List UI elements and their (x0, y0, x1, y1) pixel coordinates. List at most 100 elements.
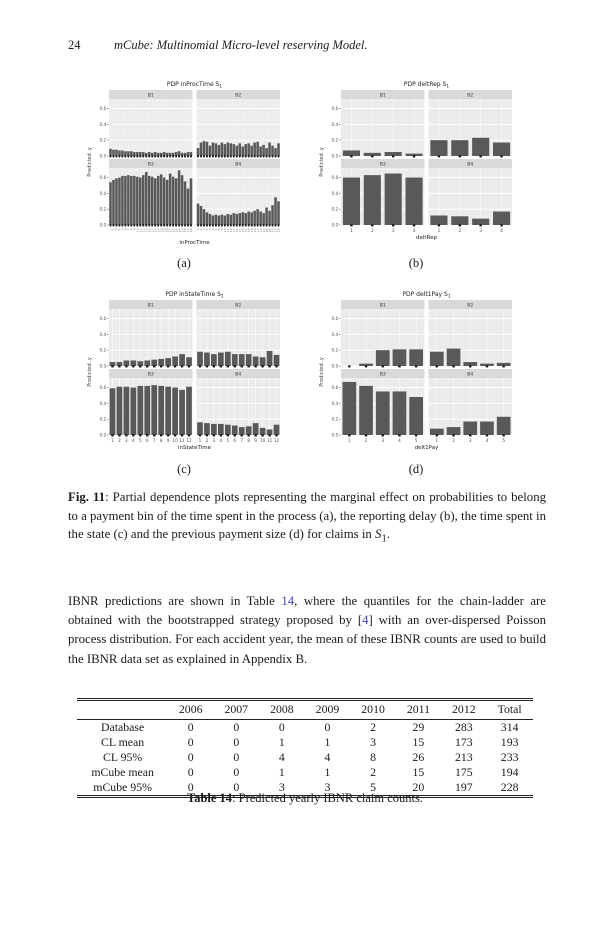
svg-text:14: 14 (235, 228, 239, 232)
ibnr-table-head: 2006 2007 2008 2009 2010 2011 2012 Total (77, 699, 533, 720)
pdp-chart-inproctime: PDP inProcTime S1 Predicted .y B1 0.0 0.2 0.4… (86, 78, 282, 250)
svg-text:9: 9 (133, 228, 137, 230)
svg-text:1: 1 (350, 228, 353, 233)
svg-text:25: 25 (268, 228, 272, 232)
svg-text:26: 26 (271, 228, 275, 232)
table-cell: 1 (278, 765, 285, 779)
svg-text:3: 3 (125, 438, 128, 443)
svg-text:24: 24 (265, 228, 269, 232)
subfigure-label-a: (a) (177, 256, 191, 270)
svg-text:0.6: 0.6 (100, 385, 107, 390)
table-header-cell: 2006 (167, 699, 214, 720)
svg-text:17: 17 (244, 228, 248, 232)
svg-text:8: 8 (160, 438, 163, 443)
svg-text:6: 6 (233, 438, 236, 443)
table-cell: 15 (412, 735, 425, 749)
svg-text:7: 7 (127, 228, 131, 230)
svg-text:4: 4 (205, 228, 209, 230)
running-header: 24 mCube: Multinomial Micro-level reservi… (68, 38, 546, 53)
figure-caption-text: : Partial dependence plots representing … (68, 490, 546, 542)
svg-text:0.2: 0.2 (100, 138, 107, 143)
svg-text:0.4: 0.4 (332, 401, 339, 406)
svg-text:B1: B1 (148, 92, 154, 98)
svg-text:B3: B3 (148, 161, 154, 167)
table-cell: 2 (370, 720, 377, 734)
svg-text:B1: B1 (380, 302, 386, 308)
table-cell: 4 (324, 750, 331, 764)
svg-text:13: 13 (144, 228, 148, 232)
svg-text:17: 17 (156, 228, 160, 232)
svg-text:B3: B3 (380, 371, 386, 377)
pdp-plot-svg: PDP inProcTime S1 Predicted .y B1 0.0 0.2 0.4… (87, 81, 281, 246)
svg-text:4: 4 (398, 438, 401, 443)
table-cell: 228 (500, 780, 519, 794)
svg-text:4: 4 (500, 228, 503, 233)
svg-text:9: 9 (254, 438, 257, 443)
table-cell: 2 (370, 765, 377, 779)
svg-text:2: 2 (118, 438, 121, 443)
svg-text:13: 13 (232, 228, 236, 232)
table-cell: 0 (233, 735, 240, 749)
svg-text:B3: B3 (380, 161, 386, 167)
table-14-ref[interactable]: 14 (281, 594, 295, 608)
svg-text:3: 3 (469, 438, 472, 443)
svg-text:B3: B3 (148, 371, 154, 377)
table-cell: 15 (412, 765, 425, 779)
table-cell: 175 (454, 765, 473, 779)
svg-text:0.4: 0.4 (100, 191, 107, 196)
table-header-cell: 2009 (304, 699, 351, 720)
svg-text:4: 4 (413, 228, 416, 233)
svg-text:4: 4 (486, 438, 489, 443)
svg-text:0.2: 0.2 (100, 348, 107, 353)
svg-text:18: 18 (247, 228, 251, 232)
svg-text:0.4: 0.4 (332, 332, 339, 337)
svg-text:0.6: 0.6 (332, 175, 339, 180)
svg-text:10: 10 (136, 228, 140, 232)
table-cell: 1 (324, 735, 331, 749)
table-header-row: 2006 2007 2008 2009 2010 2011 2012 Total (77, 699, 533, 720)
svg-text:10: 10 (172, 438, 178, 443)
svg-text:0.4: 0.4 (100, 122, 107, 127)
svg-text:B1: B1 (148, 302, 154, 308)
svg-text:15: 15 (238, 228, 242, 232)
table-header-cell: 2008 (259, 699, 305, 720)
table-row-label: CL mean (101, 735, 145, 749)
svg-text:10: 10 (223, 228, 227, 232)
svg-text:0.6: 0.6 (100, 106, 107, 111)
svg-text:0.6: 0.6 (332, 106, 339, 111)
svg-text:0.0: 0.0 (332, 433, 339, 438)
svg-text:Predicted .y: Predicted .y (319, 357, 325, 387)
figure-caption: Fig. 11: Partial dependence plots repres… (68, 490, 546, 545)
svg-text:24: 24 (177, 228, 181, 232)
svg-text:6: 6 (211, 228, 215, 230)
table-row: mCube mean 0 0 1 1 2 15 175 194 (77, 765, 532, 780)
svg-text:5: 5 (121, 228, 125, 230)
ibnr-table-body: Database 0 0 0 0 2 29 283 314 CL mean 0 0 1 1 3 15 173 19… (77, 720, 532, 797)
svg-text:12: 12 (229, 228, 233, 232)
svg-text:deltRep: deltRep (416, 235, 438, 241)
svg-text:0.0: 0.0 (332, 364, 339, 369)
svg-text:4: 4 (132, 438, 135, 443)
svg-text:5: 5 (502, 438, 505, 443)
svg-text:7: 7 (214, 228, 218, 230)
citation-4-ref[interactable]: 4 (362, 613, 369, 628)
ibnr-table-wrapper: 2006 2007 2008 2009 2010 2011 2012 Total Databa… (0, 698, 610, 798)
svg-text:5: 5 (226, 438, 229, 443)
svg-text:0.4: 0.4 (100, 401, 107, 406)
table-row-label: mCube 95% (93, 780, 152, 794)
svg-text:0.6: 0.6 (332, 385, 339, 390)
svg-text:20: 20 (253, 228, 257, 232)
svg-text:22: 22 (171, 228, 175, 232)
subfigure-label-b: (b) (408, 256, 424, 270)
subfigure-label-d: (d) (408, 462, 424, 476)
table-cell: 233 (500, 750, 519, 764)
svg-text:inProcTime: inProcTime (179, 240, 210, 246)
table-row: CL mean 0 0 1 1 3 15 173 193 (77, 735, 532, 750)
svg-text:3: 3 (115, 228, 119, 230)
page-number: 24 (68, 38, 81, 52)
svg-text:10: 10 (260, 438, 266, 443)
svg-text:3: 3 (381, 438, 384, 443)
svg-text:19: 19 (250, 228, 254, 232)
svg-text:0.2: 0.2 (332, 417, 339, 422)
table-header-cell: 2012 (441, 699, 487, 720)
